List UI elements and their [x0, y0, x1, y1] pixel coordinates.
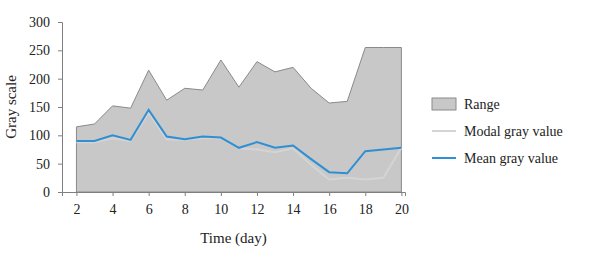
- tick: 10: [214, 192, 228, 217]
- tick: 18: [359, 192, 373, 217]
- tick-mark: [329, 192, 330, 196]
- legend-swatch: [432, 130, 456, 132]
- range-area: [76, 48, 401, 193]
- tick-mark: [58, 164, 62, 165]
- tick-mark: [149, 192, 150, 196]
- tick-label: 4: [110, 202, 117, 217]
- tick: 12: [250, 192, 264, 217]
- tick-label: 200: [29, 72, 50, 87]
- legend-label: Mean gray value: [464, 151, 558, 166]
- legend-swatch: [432, 157, 456, 159]
- axis-line: [58, 23, 63, 193]
- series-line: [76, 110, 401, 173]
- tick: 100: [29, 128, 62, 143]
- tick-mark: [58, 135, 62, 136]
- tick: 20: [395, 192, 409, 217]
- tick-label: 50: [36, 157, 50, 172]
- legend: Range Modal gray value Mean gray value: [432, 97, 563, 166]
- tick: 250: [29, 43, 62, 58]
- x-axis: 2 4 6 8 10 12 14 16 18 20: [63, 192, 409, 217]
- tick-mark: [58, 192, 62, 193]
- tick-label: 18: [359, 202, 373, 217]
- tick-mark: [365, 192, 366, 196]
- tick-mark: [257, 192, 258, 196]
- tick: 4: [110, 192, 117, 217]
- tick-mark: [58, 107, 62, 108]
- plot-area: [76, 48, 401, 193]
- tick-mark: [401, 192, 402, 196]
- tick: 300: [29, 15, 62, 30]
- tick: 16: [323, 192, 337, 217]
- tick-label: 6: [146, 202, 153, 217]
- series-line: [76, 113, 401, 180]
- tick-mark: [293, 192, 294, 196]
- axis-line: [63, 193, 406, 197]
- y-axis: 0 50 100 150 200 250 300: [29, 15, 63, 200]
- tick: 150: [29, 100, 62, 115]
- tick-label: 14: [287, 202, 301, 217]
- tick-mark: [58, 50, 62, 51]
- tick-mark: [58, 22, 62, 23]
- tick-mark: [58, 79, 62, 80]
- tick-mark: [76, 192, 77, 196]
- legend-label: Modal gray value: [464, 124, 563, 139]
- tick: 8: [182, 192, 189, 217]
- tick-mark: [185, 192, 186, 196]
- chart: 2468101214161820050100150200250300Time (…: [0, 0, 600, 257]
- legend-label: Range: [464, 97, 500, 112]
- tick-label: 20: [395, 202, 409, 217]
- legend-swatch: [432, 98, 456, 110]
- tick: 200: [29, 72, 62, 87]
- tick-label: 8: [182, 202, 189, 217]
- tick-label: 16: [323, 202, 337, 217]
- x-axis-title: Time (day): [200, 230, 267, 247]
- tick-mark: [113, 192, 114, 196]
- tick-label: 100: [29, 128, 50, 143]
- tick-label: 300: [29, 15, 50, 30]
- tick: 14: [287, 192, 301, 217]
- tick: 50: [36, 157, 62, 172]
- tick-mark: [221, 192, 222, 196]
- tick-label: 12: [250, 202, 264, 217]
- tick-label: 0: [43, 185, 50, 200]
- tick-label: 10: [214, 202, 228, 217]
- y-axis-title: Gray scale: [3, 75, 19, 139]
- tick-label: 250: [29, 43, 50, 58]
- tick: 0: [43, 185, 62, 200]
- tick-label: 2: [73, 202, 80, 217]
- tick-label: 150: [29, 100, 50, 115]
- tick: 6: [146, 192, 153, 217]
- tick: 2: [73, 192, 80, 217]
